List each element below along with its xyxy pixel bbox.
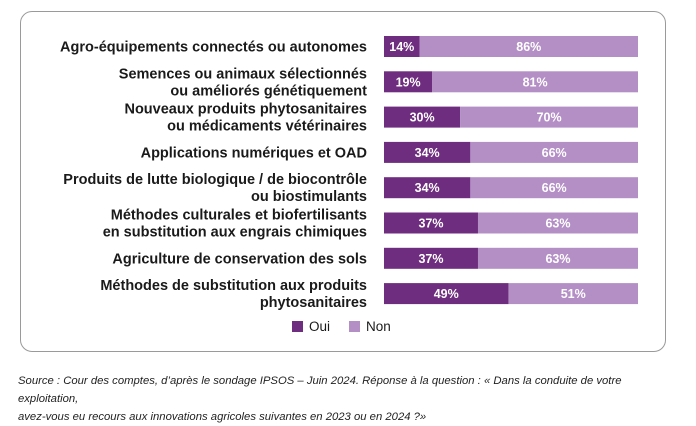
bar-segment-non	[470, 177, 638, 199]
data-label: 86%	[516, 40, 541, 54]
bar-segment-non	[470, 141, 638, 163]
category-label: Agriculture de conservation des sols	[112, 251, 367, 267]
bar-segment-non	[477, 212, 638, 234]
source-line-1: Source : Cour des comptes, d’après le so…	[18, 375, 622, 405]
data-label: 49%	[434, 287, 459, 301]
category-label-line: Agro-équipements connectés ou autonomes	[60, 40, 367, 56]
data-label: 81%	[523, 75, 548, 89]
data-label: 70%	[537, 111, 562, 125]
category-label-line: phytosanitaires	[260, 295, 367, 311]
bar-segment-non	[432, 71, 638, 93]
bar-segment-non	[477, 247, 638, 269]
legend-swatch-oui	[292, 321, 303, 332]
bar-segment-oui	[384, 36, 420, 57]
data-label: 37%	[418, 252, 443, 266]
category-label: Nouveaux produits phytosanitaires ou médi…	[124, 102, 367, 135]
bar-segment-non	[460, 106, 638, 128]
data-label: 66%	[542, 146, 567, 160]
category-label-line: en substitution aux engrais chimiques	[103, 225, 367, 241]
bar-segment-oui	[384, 283, 509, 305]
category-label: Produits de lutte biologique / de biocon…	[63, 172, 367, 205]
category-label: Méthodes culturales et biofertilisants en…	[103, 208, 367, 241]
data-label: 34%	[415, 146, 440, 160]
legend: Oui Non	[292, 319, 391, 334]
source-note: Source : Cour des comptes, d’après le so…	[18, 372, 683, 426]
data-label: 63%	[545, 217, 570, 231]
category-label-line: Agriculture de conservation des sols	[112, 251, 367, 267]
data-label: 30%	[410, 111, 435, 125]
category-label-line: Méthodes de substitution aux produits	[100, 278, 367, 294]
bar-segment-non	[419, 36, 638, 57]
data-label: 34%	[415, 181, 440, 195]
category-label: Applications numériques et OAD	[141, 145, 367, 161]
category-label: Agro-équipements connectés ou autonomes	[60, 40, 367, 56]
legend-label-non: Non	[366, 319, 391, 334]
legend-label-oui: Oui	[309, 319, 330, 334]
bar-segment-oui	[384, 177, 471, 199]
bars: 14% 86% 19% 81% 30% 70% 34% 66% 34% 66% 37% 63% 37% 6…	[384, 36, 638, 305]
category-label: Méthodes de substitution aux produits phy…	[100, 278, 367, 311]
data-label: 51%	[561, 287, 586, 301]
category-label-line: Méthodes culturales et biofertilisants	[111, 208, 367, 224]
data-label: 19%	[396, 75, 421, 89]
category-label: Semences ou animaux sélectionnés ou améli…	[119, 66, 367, 99]
bar-segment-oui	[384, 106, 461, 128]
category-label-line: Applications numériques et OAD	[141, 145, 367, 161]
bar-segment-oui	[384, 247, 478, 269]
bar-segment-oui	[384, 71, 433, 93]
data-label: 14%	[389, 40, 414, 54]
category-label-line: Semences ou animaux sélectionnés	[119, 66, 367, 82]
legend-swatch-non	[349, 321, 360, 332]
data-label: 66%	[542, 181, 567, 195]
category-label-line: Nouveaux produits phytosanitaires	[124, 102, 367, 118]
category-label-line: Produits de lutte biologique / de biocon…	[63, 172, 367, 188]
bar-segment-oui	[384, 141, 471, 163]
bar-segment-non	[508, 283, 638, 305]
bar-segment-oui	[384, 212, 478, 234]
source-line-2: avez-vous eu recours aux innovations agr…	[18, 411, 427, 423]
category-labels: Agro-équipements connectés ou autonomes S…	[60, 40, 367, 312]
category-label-line: ou biostimulants	[251, 189, 367, 205]
category-label-line: ou améliorés génétiquement	[170, 83, 367, 99]
data-label: 63%	[545, 252, 570, 266]
data-label: 37%	[418, 217, 443, 231]
category-label-line: ou médicaments vétérinaires	[167, 119, 367, 135]
